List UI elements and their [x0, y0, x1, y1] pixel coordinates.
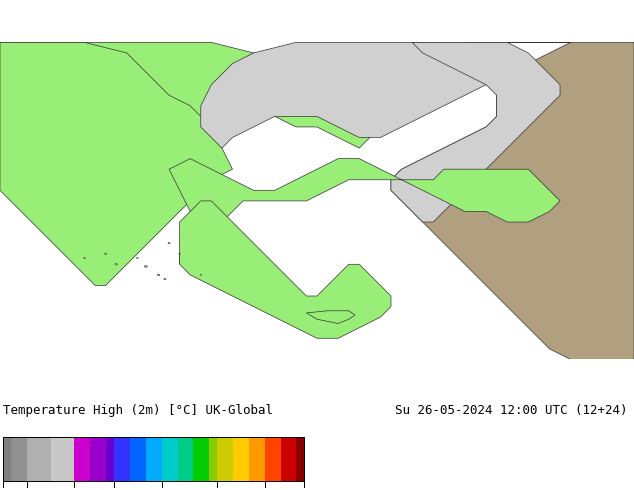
- Bar: [130, 437, 146, 481]
- Text: Temperature High (2m) [°C] UK-Global: Temperature High (2m) [°C] UK-Global: [3, 404, 273, 416]
- Polygon shape: [306, 311, 355, 323]
- Ellipse shape: [179, 253, 181, 254]
- Ellipse shape: [157, 274, 160, 275]
- Bar: [178, 437, 193, 481]
- Ellipse shape: [105, 253, 107, 254]
- Text: Su 26-05-2024 12:00 UTC (12+24): Su 26-05-2024 12:00 UTC (12+24): [395, 404, 628, 416]
- Ellipse shape: [144, 266, 147, 267]
- Ellipse shape: [84, 257, 86, 259]
- Bar: [193, 437, 209, 481]
- Bar: [3, 437, 11, 481]
- Ellipse shape: [200, 274, 202, 275]
- Bar: [51, 437, 74, 481]
- Bar: [217, 437, 233, 481]
- Bar: [249, 437, 265, 481]
- Polygon shape: [169, 159, 560, 264]
- Ellipse shape: [115, 264, 117, 265]
- Ellipse shape: [168, 243, 170, 244]
- Bar: [209, 437, 217, 481]
- Polygon shape: [0, 43, 412, 148]
- Polygon shape: [201, 43, 496, 148]
- Bar: [233, 437, 249, 481]
- Bar: [91, 437, 107, 481]
- Ellipse shape: [164, 278, 166, 280]
- Bar: [3, 437, 304, 481]
- Bar: [74, 437, 90, 481]
- Bar: [146, 437, 162, 481]
- Bar: [162, 437, 178, 481]
- Bar: [296, 437, 304, 481]
- Ellipse shape: [136, 257, 138, 259]
- Bar: [11, 437, 27, 481]
- Polygon shape: [179, 201, 391, 338]
- Polygon shape: [0, 43, 233, 286]
- Bar: [27, 437, 51, 481]
- Polygon shape: [391, 43, 560, 222]
- Bar: [114, 437, 130, 481]
- Polygon shape: [391, 43, 634, 359]
- Bar: [280, 437, 296, 481]
- Bar: [107, 437, 114, 481]
- Bar: [265, 437, 280, 481]
